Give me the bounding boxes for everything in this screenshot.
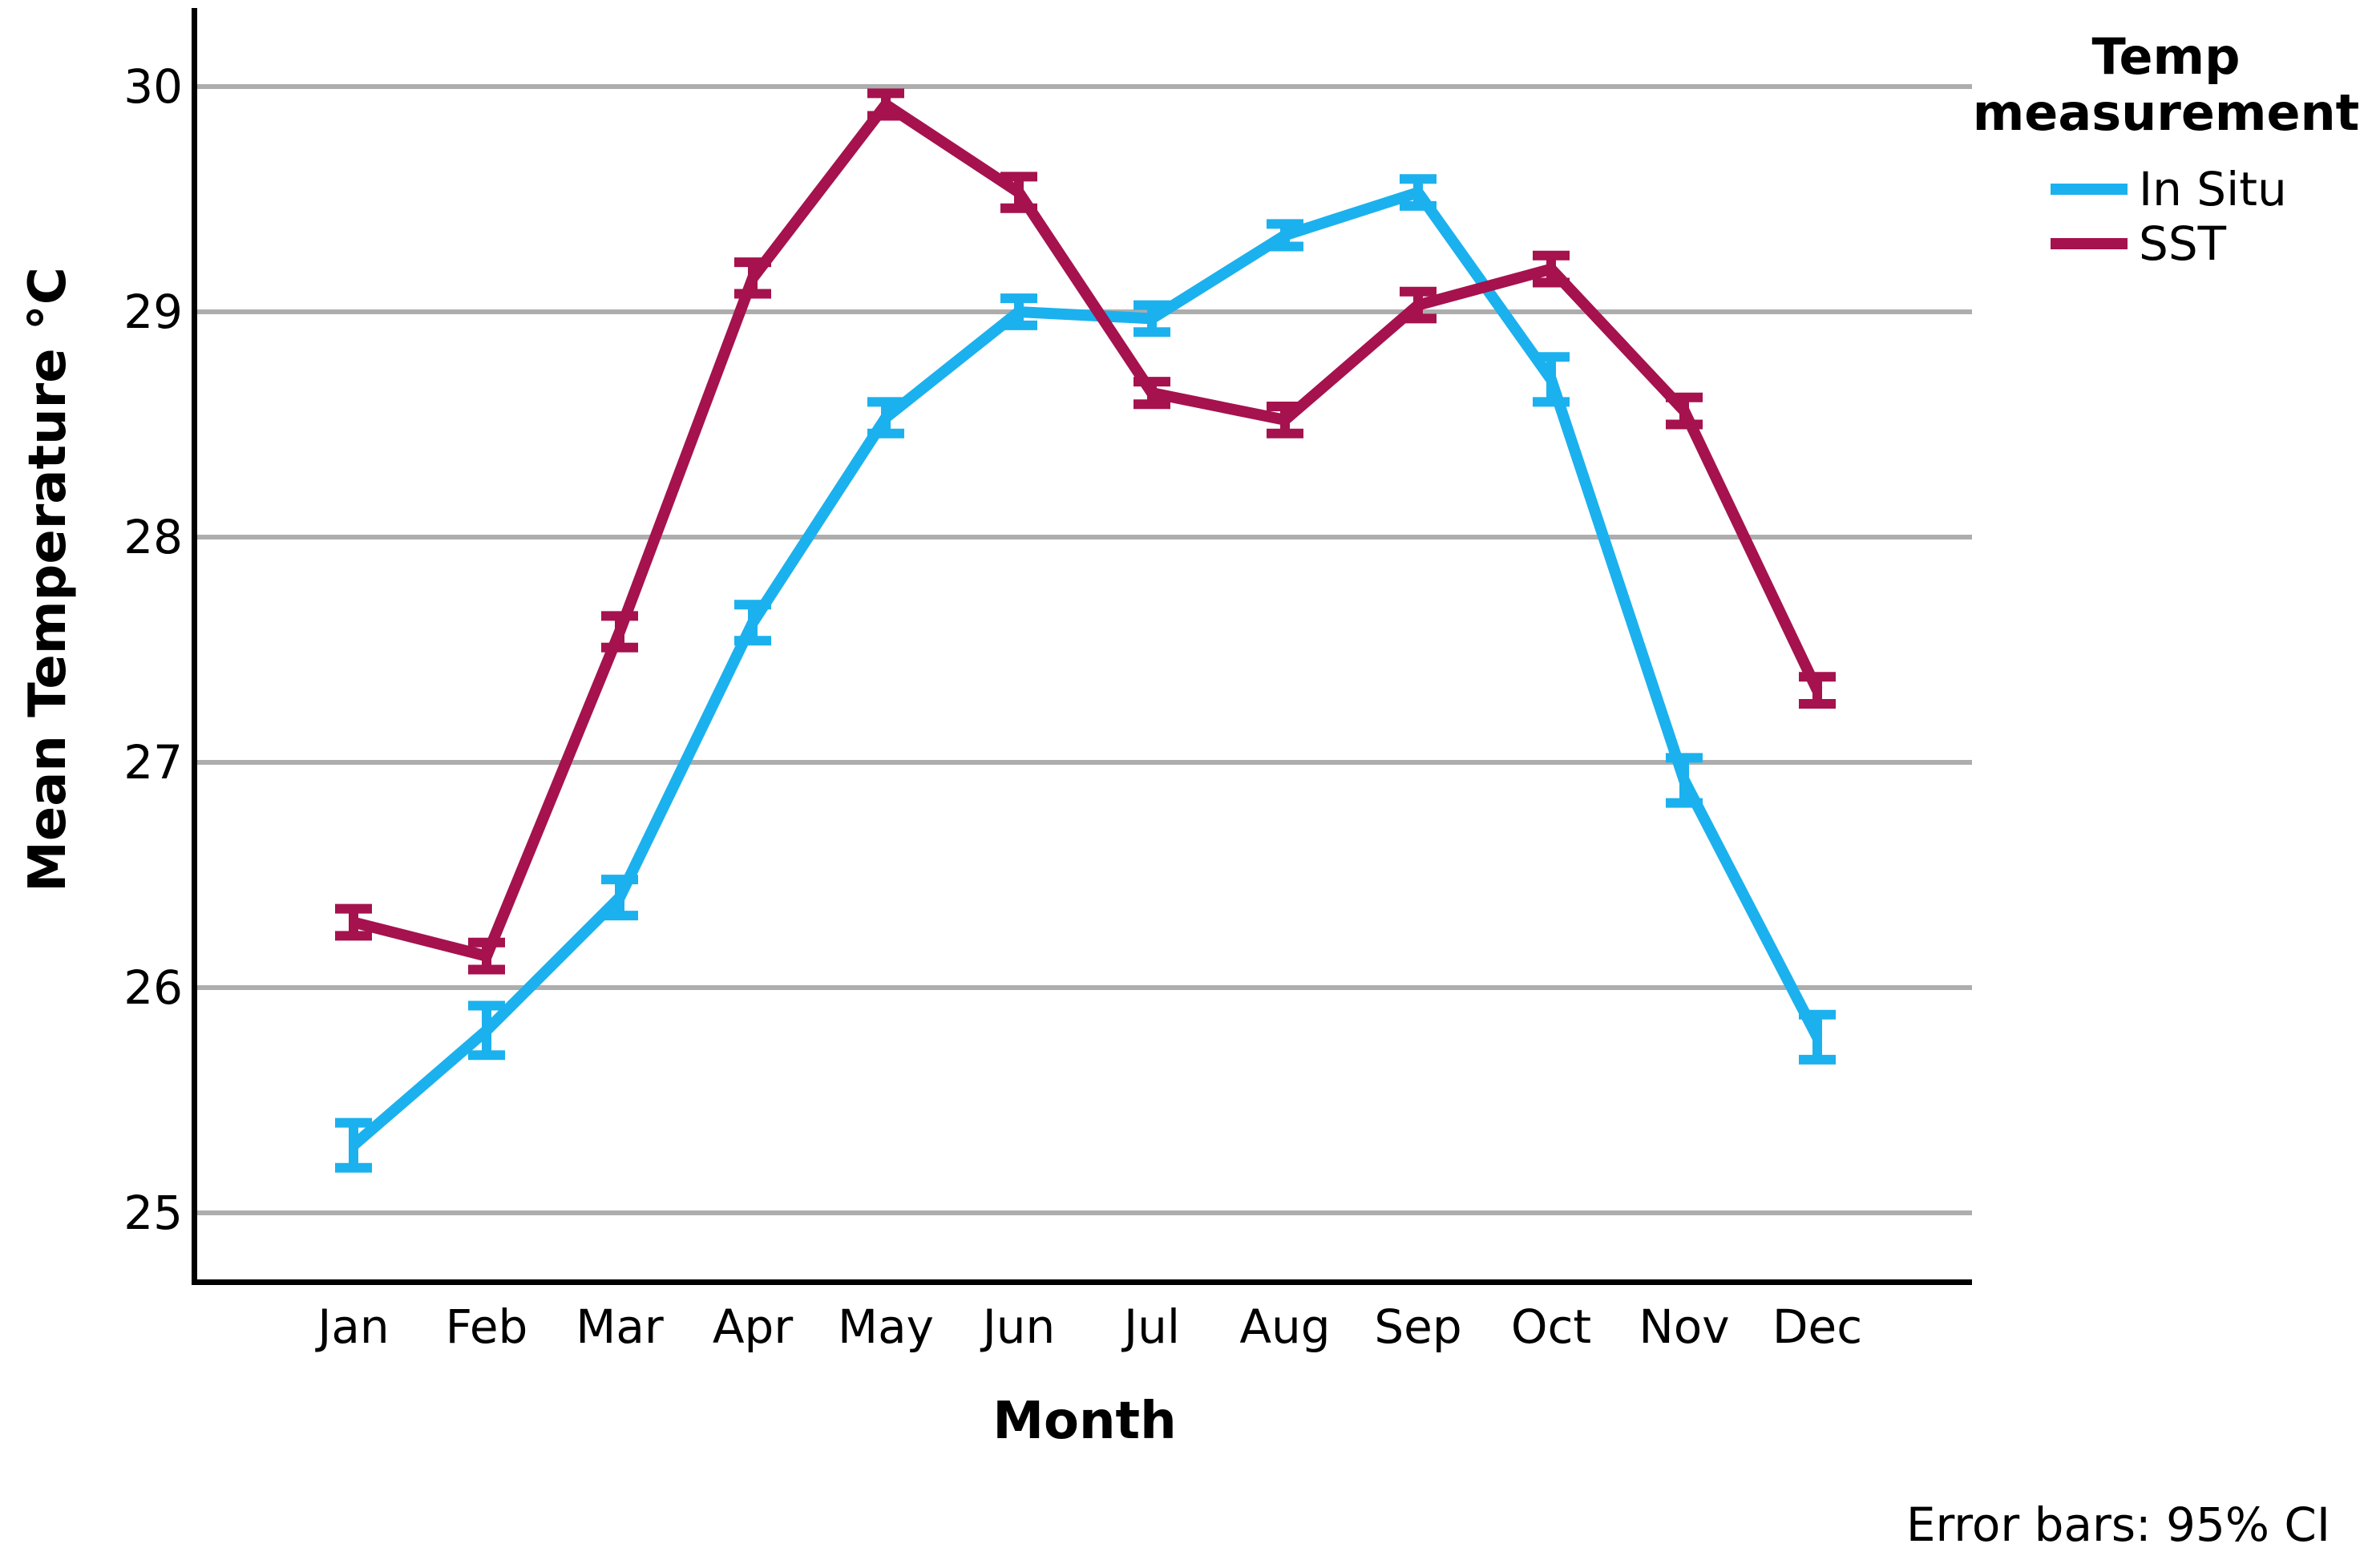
x-tick-label-nov: Nov xyxy=(1639,1299,1730,1354)
x-tick-label-jul: Jul xyxy=(1124,1299,1180,1354)
x-tick-label-jan: Jan xyxy=(317,1299,390,1354)
x-tick-label-aug: Aug xyxy=(1239,1299,1331,1354)
x-tick-label-oct: Oct xyxy=(1510,1299,1592,1354)
x-tick-label-mar: Mar xyxy=(576,1299,664,1354)
x-tick-label-may: May xyxy=(838,1299,934,1354)
y-axis-title: Mean Temperature °C xyxy=(18,267,78,892)
legend-entry-label: In Situ xyxy=(2139,162,2287,216)
legend-swatch-icon xyxy=(2051,184,2128,195)
legend-title: Temp measurement xyxy=(1964,29,2368,141)
y-tick-label-28: 28 xyxy=(123,510,183,564)
legend-entries: In Situ SST xyxy=(1964,162,2368,271)
series-line-in-situ xyxy=(350,185,1823,1150)
legend-entry-label: SST xyxy=(2139,216,2227,271)
x-tick-label-apr: Apr xyxy=(712,1299,794,1354)
series-in-situ xyxy=(335,174,1836,1173)
legend-entry-in-situ: In Situ xyxy=(2051,162,2368,216)
line-chart xyxy=(197,84,1972,1215)
series-sst xyxy=(335,88,1836,975)
legend-entry-sst: SST xyxy=(2051,216,2368,271)
x-axis-title: Month xyxy=(992,1392,1177,1451)
series-line-sst xyxy=(352,97,1823,963)
plot-area xyxy=(192,8,1972,1285)
y-tick-label-29: 29 xyxy=(123,285,183,339)
y-tick-label-30: 30 xyxy=(123,59,183,114)
x-tick-label-sep: Sep xyxy=(1374,1299,1462,1354)
y-tick-label-26: 26 xyxy=(123,960,183,1015)
x-tick-label-feb: Feb xyxy=(445,1299,528,1354)
y-tick-label-27: 27 xyxy=(123,735,183,790)
x-tick-label-dec: Dec xyxy=(1772,1299,1863,1354)
error-bars-footnote: Error bars: 95% CI xyxy=(1905,1497,2330,1552)
legend: Temp measurement In Situ SST xyxy=(1964,29,2368,272)
y-tick-label-25: 25 xyxy=(123,1186,183,1240)
legend-title-line-2: measurement xyxy=(1972,83,2360,142)
legend-swatch-icon xyxy=(2051,238,2128,249)
x-tick-label-jun: Jun xyxy=(982,1299,1056,1354)
legend-title-line-1: Temp xyxy=(2091,27,2241,86)
